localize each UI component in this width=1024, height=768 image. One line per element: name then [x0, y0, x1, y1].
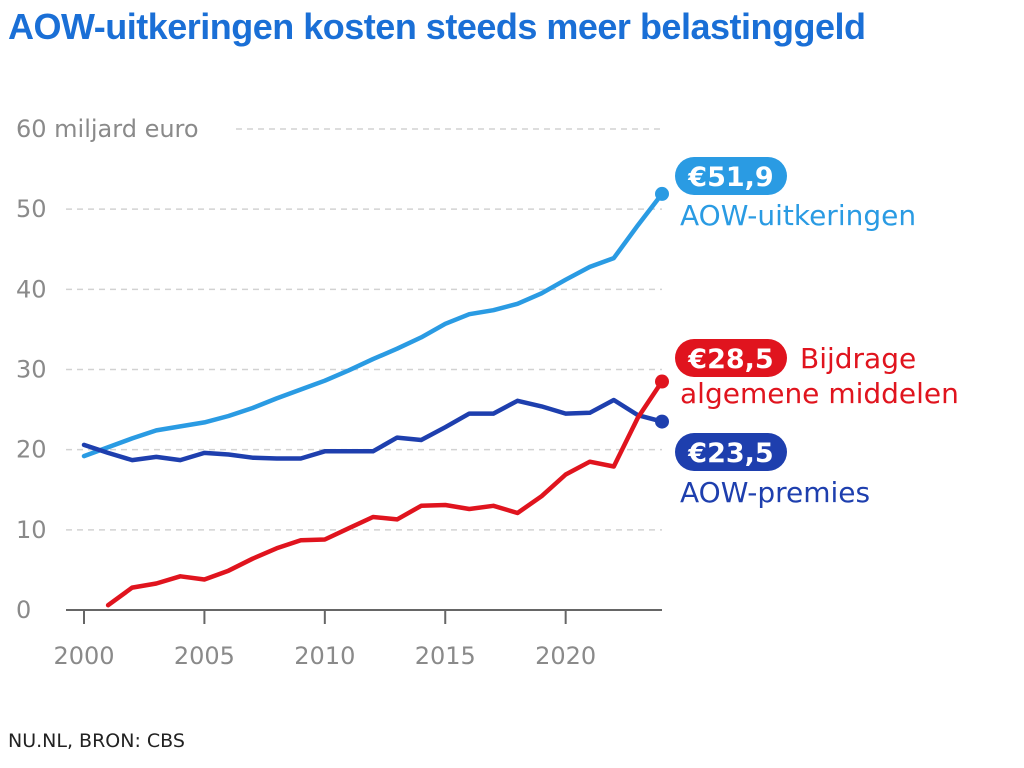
source-credit: NU.NL, BRON: CBS	[8, 730, 185, 752]
series-end-marker	[655, 186, 669, 201]
series-name-label: algemene middelen	[680, 377, 959, 410]
series-line	[81, 191, 665, 459]
value-badge-label: €51,9	[687, 162, 773, 193]
y-tick-label: 10	[16, 516, 47, 544]
value-badge-label: €28,5	[687, 344, 773, 375]
x-tick-label: 2005	[174, 642, 235, 670]
x-tick-label: 2020	[535, 642, 596, 670]
gridlines	[66, 128, 662, 611]
x-axis-ticks: 2000 2005 2010 2015 2020	[53, 610, 596, 670]
series-name-label: Bijdrage	[800, 342, 916, 375]
series-line	[81, 397, 665, 463]
x-tick-label: 2010	[294, 642, 355, 670]
y-tick-label: 50	[16, 195, 47, 223]
page-title: AOW-uitkeringen kosten steeds meer belas…	[8, 6, 866, 47]
x-tick-label: 2015	[415, 642, 476, 670]
series-labels: €51,9 AOW-uitkeringen €23,5 AOW-premies €28,…	[675, 157, 959, 509]
y-tick-label: 0	[16, 596, 31, 624]
series-end-marker	[655, 374, 669, 389]
y-tick-label: 20	[16, 436, 47, 464]
value-badge	[675, 339, 787, 377]
series-name-label: AOW-uitkeringen	[680, 199, 916, 232]
y-tick-label: 40	[16, 275, 47, 303]
y-tick-label: 30	[16, 356, 47, 384]
x-tick-label: 2000	[53, 642, 114, 670]
series-name-label: AOW-premies	[680, 476, 870, 509]
value-badge-label: €23,5	[687, 438, 773, 469]
y-axis-ticks: 0 10 20 30 40 50 60 miljard euro	[16, 115, 199, 624]
value-badge	[675, 433, 787, 471]
value-badge	[675, 157, 787, 195]
series-line	[105, 379, 665, 608]
y-axis-unit-label: 60 miljard euro	[16, 115, 199, 143]
series-end-marker	[655, 414, 669, 429]
series-lines	[81, 186, 669, 608]
